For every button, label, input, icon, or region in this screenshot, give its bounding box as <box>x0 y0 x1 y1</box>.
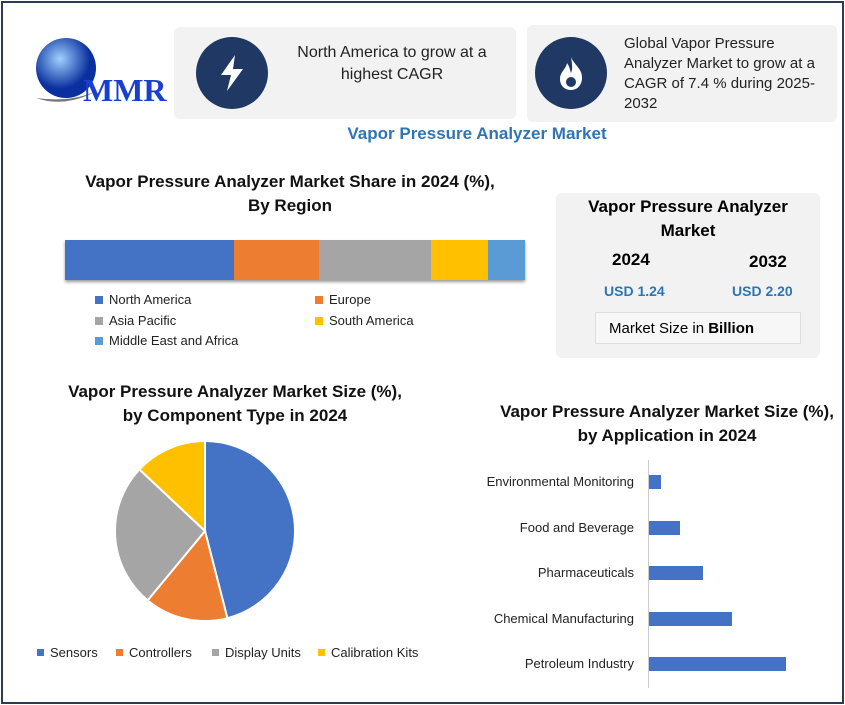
category-label: Chemical Manufacturing <box>493 610 634 626</box>
legend-swatch <box>95 295 103 304</box>
legend-label: Asia Pacific <box>109 313 177 328</box>
legend-item: North America <box>95 292 191 307</box>
legend-swatch <box>116 649 123 656</box>
y-axis-line <box>648 460 649 688</box>
region-bar-segment-0 <box>65 240 234 280</box>
legend-swatch <box>315 295 323 304</box>
legend-item: Sensors <box>37 645 98 660</box>
legend-item: South America <box>315 313 414 328</box>
legend-swatch <box>95 336 103 345</box>
legend-swatch <box>212 649 219 656</box>
pie-slice-calibration-kits <box>137 439 206 534</box>
region-stacked-bar <box>65 240 525 280</box>
market-unit-label: Market Size in Billion <box>595 312 801 344</box>
info-card-cagr-region: North America to grow at a highest CAGR <box>174 27 516 119</box>
bar-petroleum-industry <box>649 657 786 671</box>
info-card-global-cagr: Global Vapor Pressure Analyzer Market to… <box>527 25 837 122</box>
legend-label: Europe <box>329 292 371 307</box>
region-bar-segment-2 <box>318 240 431 280</box>
legend-item: Middle East and Africa <box>95 333 238 348</box>
logo-text: MMR <box>83 72 167 108</box>
bar-pharmaceuticals <box>649 566 704 580</box>
unit-prefix: Market Size in <box>609 320 709 337</box>
legend-swatch <box>318 649 325 656</box>
legend-swatch <box>315 316 323 325</box>
category-label: Environmental Monitoring <box>486 474 634 489</box>
market-size-box: Vapor Pressure Analyzer Market 2024 2032… <box>556 193 820 358</box>
application-chart-title: Vapor Pressure Analyzer Market Size (%),… <box>500 402 834 445</box>
region-bar-segment-3 <box>430 240 488 280</box>
legend-swatch <box>37 649 44 656</box>
year-2032: 2032 <box>749 252 787 271</box>
pie-slice-display-units <box>114 467 207 602</box>
lightning-icon <box>196 37 268 109</box>
component-pie-chart <box>114 439 296 622</box>
pie-slice-sensors <box>204 439 296 620</box>
unit-bold: Billion <box>708 320 755 337</box>
category-label: Petroleum Industry <box>524 656 634 671</box>
legend-label: South America <box>329 313 414 328</box>
category-label: Food and Beverage <box>519 519 634 535</box>
legend-swatch <box>95 316 103 325</box>
category-label: Pharmaceuticals <box>537 565 634 580</box>
region-bar-segment-4 <box>487 240 525 280</box>
globe-icon <box>36 38 108 102</box>
main-title: Vapor Pressure Analyzer Market <box>347 124 607 143</box>
pie-slice-controllers <box>146 528 229 622</box>
bar-environmental-monitoring <box>649 475 661 489</box>
legend-item: Display Units <box>212 645 301 660</box>
region-chart-title: Vapor Pressure Analyzer Market Share in … <box>85 172 495 215</box>
legend-item: Calibration Kits <box>318 645 418 660</box>
legend-item: Controllers <box>116 645 192 660</box>
legend-label: Sensors <box>50 645 98 660</box>
bar-food-and-beverage <box>649 520 681 535</box>
info-text: North America to grow at a highest CAGR <box>297 44 487 83</box>
bar-chemical-manufacturing <box>649 611 733 626</box>
region-bar-segment-1 <box>233 240 319 280</box>
legend-item: Asia Pacific <box>95 313 176 328</box>
legend-label: Middle East and Africa <box>109 333 239 348</box>
legend-label: North America <box>109 292 192 307</box>
legend-label: Display Units <box>225 645 301 660</box>
legend-label: Calibration Kits <box>331 645 419 660</box>
legend-label: Controllers <box>129 645 192 660</box>
component-chart-title: Vapor Pressure Analyzer Market Size (%),… <box>68 382 402 425</box>
value-2032: USD 2.20 <box>732 283 793 299</box>
year-2024: 2024 <box>612 250 650 269</box>
info-text: Global Vapor Pressure Analyzer Market to… <box>624 35 815 112</box>
flame-icon <box>535 37 607 109</box>
value-2024: USD 1.24 <box>604 283 665 299</box>
legend-item: Europe <box>315 292 371 307</box>
logo: MMR <box>30 38 167 110</box>
market-box-title: Vapor Pressure Analyzer Market <box>588 197 788 240</box>
